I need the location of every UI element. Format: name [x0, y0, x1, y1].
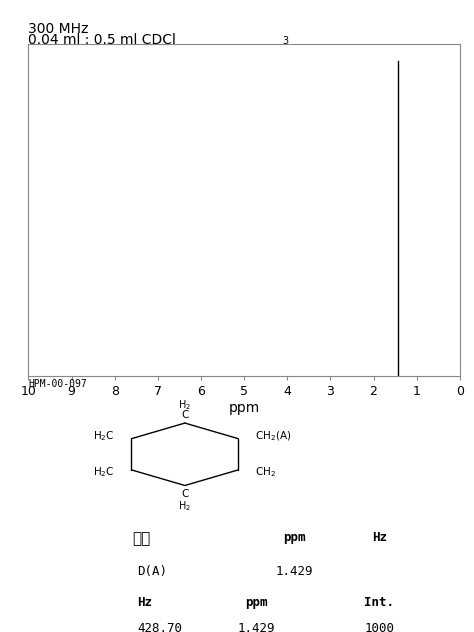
Text: D(A): D(A) — [137, 565, 167, 578]
Text: H$_2$C: H$_2$C — [93, 465, 115, 479]
Text: 参数: 参数 — [133, 531, 151, 546]
Text: H$_2$: H$_2$ — [178, 499, 191, 513]
Text: CH$_2$(A): CH$_2$(A) — [255, 430, 291, 443]
Text: Int.: Int. — [364, 596, 394, 609]
Text: H$_2$C: H$_2$C — [93, 429, 115, 443]
Text: 1.429: 1.429 — [275, 565, 313, 578]
Text: ppm: ppm — [283, 531, 305, 544]
Text: HPM-00-097: HPM-00-097 — [28, 379, 87, 389]
Text: Hz: Hz — [137, 596, 153, 609]
Text: 1000: 1000 — [364, 623, 394, 632]
X-axis label: ppm: ppm — [228, 401, 260, 415]
Text: C: C — [181, 410, 189, 420]
Text: 3: 3 — [282, 36, 288, 46]
Text: H$_2$: H$_2$ — [178, 398, 191, 411]
Text: C: C — [181, 489, 189, 499]
Text: 0.04 ml : 0.5 ml CDCl: 0.04 ml : 0.5 ml CDCl — [28, 33, 176, 47]
Text: 1.429: 1.429 — [237, 623, 275, 632]
Text: ppm: ppm — [245, 596, 267, 609]
Text: CH$_2$: CH$_2$ — [255, 465, 276, 479]
Text: Hz: Hz — [372, 531, 387, 544]
Text: 300 MHz: 300 MHz — [28, 22, 89, 36]
Text: 428.70: 428.70 — [137, 623, 182, 632]
